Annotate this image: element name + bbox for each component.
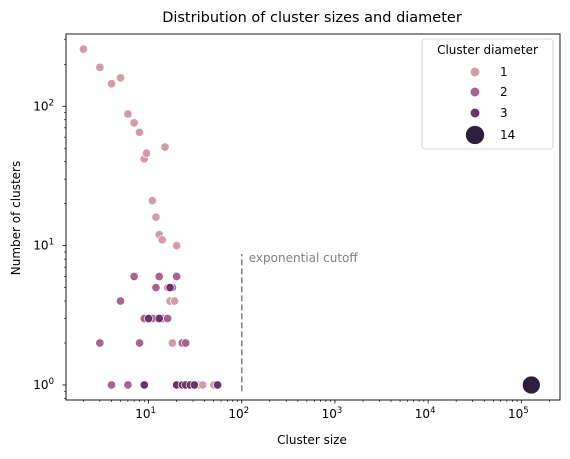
- legend: Cluster diameter 1 2 3 14: [422, 39, 553, 149]
- data-point-diameter-2: [172, 272, 180, 280]
- data-point-diameter-1: [170, 297, 178, 305]
- y-axis: 100 101 102: [33, 40, 66, 399]
- data-point-diameter-3: [213, 381, 221, 389]
- y-tick-label: 100: [33, 377, 54, 392]
- data-point-diameter-1: [116, 74, 124, 82]
- data-point-diameter-3: [140, 381, 148, 389]
- data-point-diameter-3: [144, 314, 152, 322]
- data-point-diameter-1: [198, 381, 206, 389]
- x-tick-label: 103: [322, 406, 343, 421]
- y-tick-label: 102: [33, 98, 54, 113]
- data-point-diameter-1: [152, 213, 160, 221]
- annotation: exponential cutoff: [242, 251, 359, 391]
- legend-marker: [470, 67, 480, 77]
- legend-title: Cluster diameter: [437, 43, 538, 57]
- x-axis: 101 102 103 104 105: [83, 400, 549, 421]
- data-point-diameter-2: [152, 283, 160, 291]
- legend-label: 2: [500, 85, 508, 99]
- legend-marker: [470, 108, 480, 118]
- legend-label: 3: [500, 106, 508, 120]
- data-point-diameter-2: [135, 339, 143, 347]
- data-point-diameter-1: [148, 197, 156, 205]
- data-point-diameter-2: [116, 297, 124, 305]
- data-point-diameter-2: [181, 339, 189, 347]
- chart-title: Distribution of cluster sizes and diamet…: [162, 10, 462, 26]
- data-point-diameter-1: [96, 63, 104, 71]
- data-point-diameter-1: [79, 45, 87, 53]
- data-point-diameter-1: [124, 110, 132, 118]
- data-point-diameter-2: [155, 272, 163, 280]
- data-point-diameter-1: [107, 80, 115, 88]
- data-point-diameter-1: [161, 143, 169, 151]
- x-tick-label: 102: [228, 406, 249, 421]
- data-point-diameter-14: [522, 376, 540, 394]
- y-axis-label: Number of clusters: [9, 161, 23, 275]
- data-point-diameter-2: [124, 381, 132, 389]
- cutoff-label: exponential cutoff: [249, 251, 359, 265]
- data-point-diameter-2: [107, 381, 115, 389]
- legend-label: 14: [500, 128, 515, 142]
- data-point-diameter-3: [166, 283, 174, 291]
- data-point-diameter-1: [130, 119, 138, 127]
- data-point-diameter-1: [158, 236, 166, 244]
- data-point-diameter-2: [163, 314, 171, 322]
- x-tick-label: 105: [508, 406, 529, 421]
- legend-marker: [470, 87, 480, 97]
- data-point-diameter-3: [155, 314, 163, 322]
- data-point-diameter-2: [130, 272, 138, 280]
- data-point-diameter-3: [190, 381, 198, 389]
- data-point-diameter-1: [142, 149, 150, 157]
- legend-marker: [466, 126, 485, 145]
- legend-label: 1: [500, 65, 508, 79]
- x-tick-label: 101: [135, 406, 156, 421]
- data-point-diameter-2: [96, 339, 104, 347]
- data-point-diameter-1: [168, 339, 176, 347]
- data-point-diameter-1: [172, 241, 180, 249]
- data-point-diameter-1: [135, 128, 143, 136]
- x-axis-label: Cluster size: [277, 433, 347, 447]
- y-tick-label: 101: [33, 238, 54, 253]
- x-tick-label: 104: [415, 406, 436, 421]
